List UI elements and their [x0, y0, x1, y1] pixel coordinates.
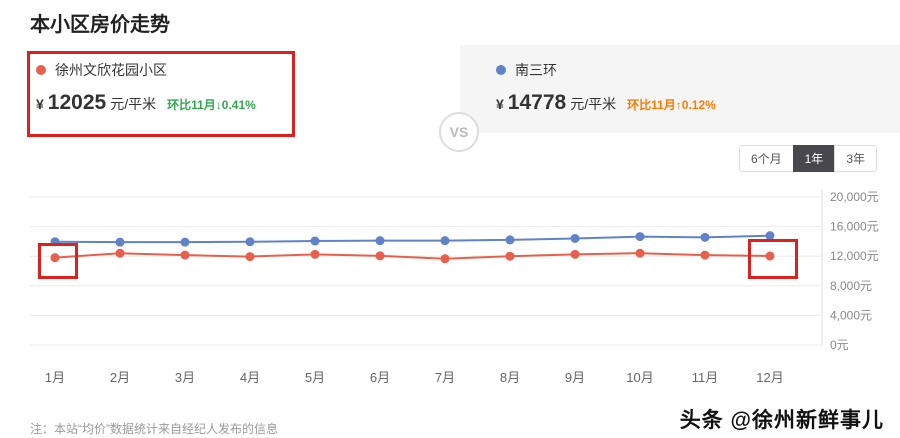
community-panel: 徐州文欣花园小区 ¥ 12025 元/平米 环比11月↓0.41%	[0, 45, 460, 133]
district-price: 14778	[507, 91, 567, 114]
comparison-header: 徐州文欣花园小区 ¥ 12025 元/平米 环比11月↓0.41% 南三环 ¥ …	[0, 45, 900, 152]
svg-text:8,000元: 8,000元	[830, 279, 872, 293]
svg-text:5月: 5月	[305, 370, 325, 385]
range-button-1y[interactable]: 1年	[792, 145, 836, 172]
svg-text:10月: 10月	[626, 370, 653, 385]
svg-text:6月: 6月	[370, 370, 390, 385]
district-currency: ¥	[496, 96, 504, 112]
svg-text:2月: 2月	[110, 370, 130, 385]
range-button-3y[interactable]: 3年	[834, 145, 877, 172]
svg-text:4月: 4月	[240, 370, 260, 385]
community-price-row: ¥ 12025 元/平米 环比11月↓0.41%	[36, 91, 460, 115]
chart-canvas[interactable]: 0元 4,000元 8,000元 12,000元 16,000元 20,000元 1月 2月 3…	[0, 185, 900, 400]
svg-text:4,000元: 4,000元	[830, 308, 872, 322]
community-currency: ¥	[36, 96, 44, 112]
svg-text:20,000元: 20,000元	[830, 190, 879, 204]
time-range-buttons: 6个月 1年 3年	[738, 145, 877, 172]
community-change-badge: 环比11月↓0.41%	[167, 98, 256, 112]
district-price-unit: 元/平米	[570, 96, 617, 112]
svg-text:12月: 12月	[756, 370, 783, 385]
vs-badge: VS	[439, 112, 479, 152]
data-source-note: 注：本站“均价”数据统计来自经纪人发布的信息	[30, 422, 278, 436]
svg-text:8月: 8月	[500, 370, 520, 385]
svg-text:7月: 7月	[435, 370, 455, 385]
svg-text:3月: 3月	[175, 370, 195, 385]
svg-text:1月: 1月	[45, 370, 65, 385]
community-name: 徐州文欣花园小区	[55, 62, 167, 78]
district-legend-row: 南三环	[496, 60, 900, 80]
district-change-badge: 环比11月↑0.12%	[627, 98, 716, 112]
district-price-row: ¥ 14778 元/平米 环比11月↑0.12%	[496, 91, 900, 115]
svg-text:16,000元: 16,000元	[830, 220, 879, 234]
watermark: 头条 @徐州新鲜事儿	[679, 409, 884, 432]
district-panel: 南三环 ¥ 14778 元/平米 环比11月↑0.12%	[460, 45, 900, 133]
page-title: 本小区房价走势	[30, 14, 170, 36]
price-trend-chart[interactable]: 0元 4,000元 8,000元 12,000元 16,000元 20,000元 1月 2月 3…	[0, 185, 900, 400]
district-name: 南三环	[515, 62, 557, 78]
community-price-unit: 元/平米	[110, 96, 157, 112]
svg-text:12,000元: 12,000元	[830, 249, 879, 263]
range-button-6m[interactable]: 6个月	[738, 145, 794, 172]
community-dot-icon	[36, 65, 46, 75]
community-price: 12025	[47, 91, 107, 114]
district-dot-icon	[496, 65, 506, 75]
svg-text:9月: 9月	[565, 370, 585, 385]
svg-text:11月: 11月	[692, 370, 719, 385]
svg-text:0元: 0元	[830, 338, 849, 352]
community-legend-row: 徐州文欣花园小区	[36, 60, 460, 80]
